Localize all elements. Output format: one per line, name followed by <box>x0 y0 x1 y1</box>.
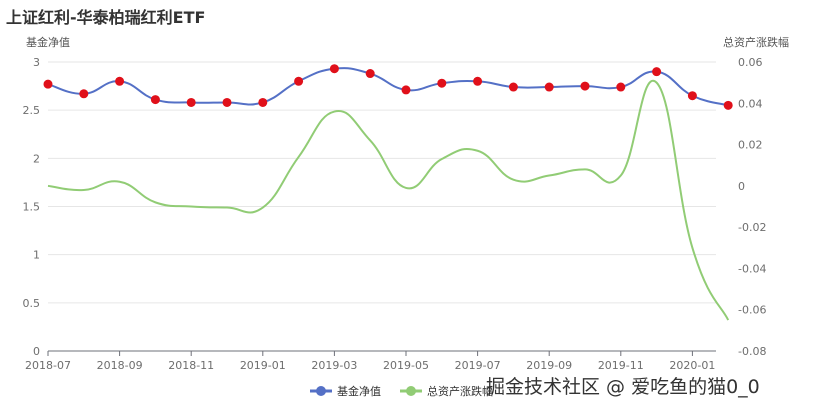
y2-tick-label: -0.04 <box>738 262 766 275</box>
y-tick-label: 0.5 <box>23 297 41 310</box>
y2-tick-label: -0.02 <box>738 221 766 234</box>
data-point-nav <box>222 97 232 107</box>
data-point-nav <box>652 67 662 77</box>
series-line-nav <box>47 67 729 107</box>
x-tick-label: 2019-05 <box>383 359 429 372</box>
data-point-nav <box>186 97 196 107</box>
y-axis-title: 基金净值 <box>26 35 70 49</box>
data-point-nav <box>687 91 697 101</box>
series-line-asset-change <box>47 79 730 321</box>
data-point-nav <box>401 85 411 95</box>
y-tick-label: 2 <box>33 152 40 165</box>
legend-swatch-marker <box>316 386 326 396</box>
data-point-nav <box>79 89 89 99</box>
x-tick-label: 2018-11 <box>168 359 214 372</box>
y-tick-label: 2.5 <box>23 104 41 117</box>
data-point-nav <box>294 76 304 86</box>
data-point-nav <box>365 69 375 79</box>
y-tick-label: 1 <box>33 249 40 262</box>
data-point-nav <box>258 97 268 107</box>
data-point-nav <box>437 78 447 88</box>
data-point-nav <box>544 82 554 92</box>
x-tick-label: 2019-01 <box>240 359 286 372</box>
y2-tick-label: -0.08 <box>738 345 766 358</box>
y2-tick-label: 0.04 <box>738 97 763 110</box>
legend-label: 总资产涨跌幅 <box>427 384 493 398</box>
y2-tick-label: 0.06 <box>738 56 763 69</box>
x-tick-label: 2020-01 <box>669 359 715 372</box>
y2-tick-label: 0.02 <box>738 139 763 152</box>
data-point-nav <box>43 79 53 89</box>
data-point-nav <box>150 95 160 105</box>
data-point-nav <box>473 76 483 86</box>
y-tick-label: 1.5 <box>23 201 41 214</box>
legend-label: 基金净值 <box>337 384 381 398</box>
legend-swatch-marker <box>406 386 416 396</box>
x-tick-label: 2019-07 <box>455 359 501 372</box>
data-point-nav <box>508 82 518 92</box>
y2-tick-label: -0.06 <box>738 304 766 317</box>
data-point-nav <box>580 81 590 91</box>
x-tick-label: 2018-09 <box>97 359 143 372</box>
x-tick-label: 2018-07 <box>25 359 71 372</box>
data-point-nav <box>329 64 339 74</box>
x-tick-label: 2019-09 <box>526 359 572 372</box>
y-tick-label: 3 <box>33 56 40 69</box>
watermark: 掘金技术社区 @ 爱吃鱼的猫0_0 <box>486 376 760 398</box>
data-point-nav <box>723 100 733 110</box>
data-point-nav <box>115 76 125 86</box>
x-tick-label: 2019-11 <box>598 359 644 372</box>
data-point-nav <box>616 82 626 92</box>
chart-title: 上证红利-华泰柏瑞红利ETF <box>6 8 206 27</box>
y2-axis-title: 总资产涨跌幅 <box>723 35 789 49</box>
y-tick-label: 0 <box>33 345 40 358</box>
y2-tick-label: 0 <box>738 180 745 193</box>
x-tick-label: 2019-03 <box>311 359 357 372</box>
